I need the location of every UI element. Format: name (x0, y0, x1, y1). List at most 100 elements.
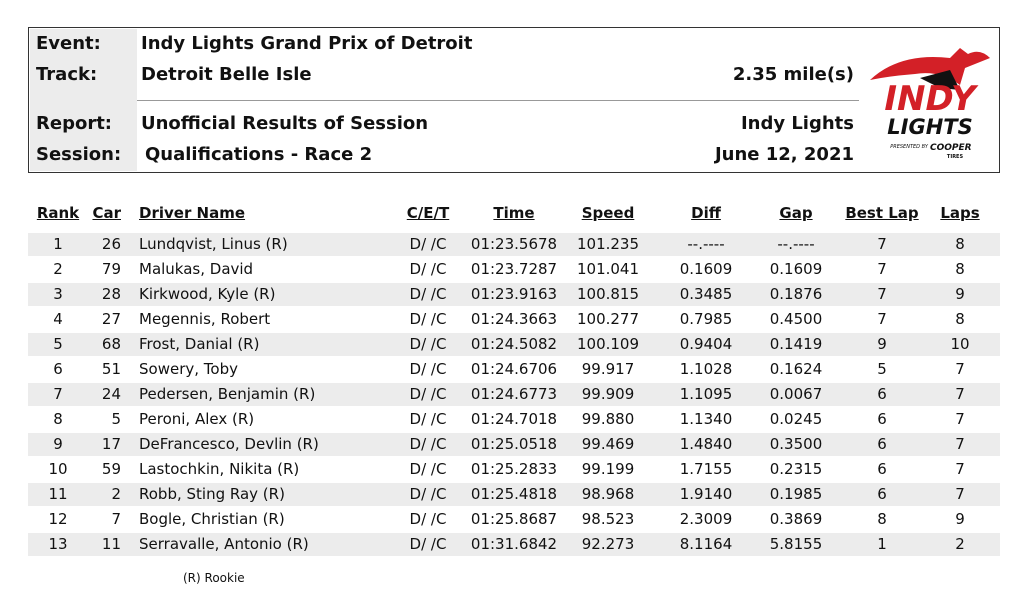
table-cell: 1.1340 (679, 410, 733, 428)
table-cell: 7 (877, 285, 887, 303)
table-cell: 7 (955, 410, 965, 428)
table-cell: 8 (877, 510, 887, 528)
table-cell: 0.0067 (769, 385, 823, 403)
table-cell: 11 (48, 485, 68, 503)
table-cell: 6 (877, 460, 887, 478)
table-cell: 01:31.6842 (470, 535, 558, 553)
table-cell: 5.8155 (769, 535, 823, 553)
table-cell: 100.277 (576, 310, 640, 328)
table-cell: 101.235 (576, 235, 640, 253)
row-stripe (28, 233, 1000, 256)
table-cell: 99.917 (581, 360, 635, 378)
table-cell: 9 (53, 435, 63, 453)
label-strip (30, 29, 137, 171)
logo-main: INDY (884, 79, 979, 119)
table-cell: 5 (877, 360, 887, 378)
table-cell: 2 (53, 260, 63, 278)
logo-sponsor: COOPER (930, 143, 972, 153)
table-cell: D/ /C (409, 260, 447, 278)
table-cell: 8 (955, 235, 965, 253)
header-box (28, 27, 1000, 173)
table-cell: 9 (955, 510, 965, 528)
table-cell: 98.968 (581, 485, 635, 503)
table-cell: 0.4500 (769, 310, 823, 328)
table-cell: 8.1164 (679, 535, 733, 553)
table-cell: 7 (955, 485, 965, 503)
table-cell: 5 (53, 335, 63, 353)
table-cell: 101.041 (576, 260, 640, 278)
table-cell: 7 (877, 260, 887, 278)
column-header: Diff (691, 204, 721, 222)
row-stripe (28, 283, 1000, 306)
table-cell: 28 (101, 285, 121, 303)
table-cell: 0.1624 (769, 360, 823, 378)
table-cell: 99.199 (581, 460, 635, 478)
table-cell: 7 (955, 435, 965, 453)
table-cell: 7 (955, 360, 965, 378)
table-cell: 6 (877, 435, 887, 453)
table-cell: --.---- (687, 235, 725, 253)
table-cell: 01:23.9163 (470, 285, 558, 303)
table-cell: 10 (950, 335, 970, 353)
table-cell: Peroni, Alex (R) (139, 410, 255, 428)
label: Session: (36, 144, 122, 165)
session: Qualifications - Race 2 (145, 144, 373, 165)
table-cell: D/ /C (409, 335, 447, 353)
table-cell: 0.0245 (769, 410, 823, 428)
column-header: Gap (779, 204, 813, 222)
row-stripe (28, 333, 1000, 356)
table-cell: 8 (955, 310, 965, 328)
table-cell: 0.3485 (679, 285, 733, 303)
table-cell: 0.1985 (769, 485, 823, 503)
table-cell: 01:24.5082 (470, 335, 558, 353)
table-cell: 0.3869 (769, 510, 823, 528)
table-cell: 17 (101, 435, 121, 453)
row-stripe (28, 433, 1000, 456)
table-cell: D/ /C (409, 485, 447, 503)
column-header: Rank (36, 204, 80, 222)
table-cell: 01:25.0518 (470, 435, 558, 453)
row-stripe (28, 533, 1000, 556)
logo-sponsor-sub: TIRES (947, 154, 964, 160)
table-cell: 1.1095 (679, 385, 733, 403)
logo-flag (870, 48, 990, 85)
table-cell: 0.1609 (769, 260, 823, 278)
table-cell: 7 (955, 460, 965, 478)
table-cell: 11 (101, 535, 121, 553)
table-cell: 0.2315 (769, 460, 823, 478)
table-cell: DeFrancesco, Devlin (R) (139, 435, 319, 453)
table-cell: 99.909 (581, 385, 635, 403)
table-cell: 1 (53, 235, 63, 253)
table-cell: 2 (111, 485, 121, 503)
table-cell: Malukas, David (139, 260, 254, 278)
table-cell: 1.9140 (679, 485, 733, 503)
table-cell: 12 (48, 510, 68, 528)
logo-sub: LIGHTS (887, 115, 972, 139)
table-cell: 8 (955, 260, 965, 278)
table-cell: D/ /C (409, 285, 447, 303)
row-stripe (28, 483, 1000, 506)
table-cell: 8 (53, 410, 63, 428)
table-cell: 59 (101, 460, 121, 478)
table-cell: 1.1028 (679, 360, 733, 378)
table-cell: 13 (48, 535, 68, 553)
table-cell: D/ /C (409, 435, 447, 453)
table-cell: Serravalle, Antonio (R) (139, 535, 309, 553)
table-cell: 4 (53, 310, 63, 328)
table-cell: 68 (101, 335, 121, 353)
table-cell: 1 (877, 535, 887, 553)
table-cell: 27 (101, 310, 121, 328)
table-cell: 2.3009 (679, 510, 733, 528)
table-cell: 01:23.5678 (470, 235, 558, 253)
table-cell: --.---- (777, 235, 815, 253)
table-cell: 51 (101, 360, 121, 378)
table-cell: 6 (877, 485, 887, 503)
table-cell: 01:24.6773 (470, 385, 558, 403)
table-cell: Kirkwood, Kyle (R) (139, 285, 276, 303)
footnote: (R) Rookie (183, 571, 245, 585)
table-cell: 0.7985 (679, 310, 733, 328)
table-cell: 7 (53, 385, 63, 403)
table-cell: 01:25.2833 (470, 460, 558, 478)
table-cell: 99.880 (581, 410, 635, 428)
table-cell: 01:25.4818 (470, 485, 558, 503)
